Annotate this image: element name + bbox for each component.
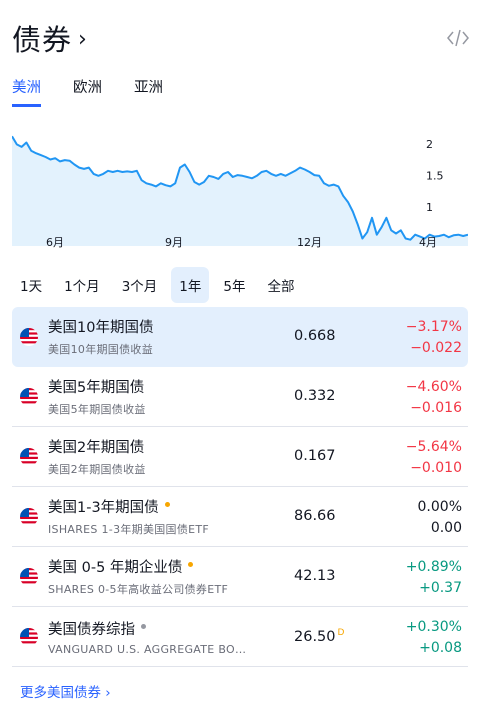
bond-list: 美国10年期国债 美国10年期国债收益 0.668 −3.17% −0.022 … — [12, 307, 468, 667]
bond-value: 0.332 — [294, 388, 336, 404]
us-flag-icon — [20, 387, 38, 406]
bond-row[interactable]: 美国10年期国债 美国10年期国债收益 0.668 −3.17% −0.022 — [12, 307, 468, 367]
change-percent: −5.64% — [405, 439, 462, 455]
change-absolute: +0.37 — [419, 580, 462, 596]
status-dot-icon — [188, 562, 194, 567]
tab-1[interactable]: 欧洲 — [73, 80, 102, 96]
x-tick-label: 4月 — [419, 236, 437, 249]
change-absolute: −0.022 — [410, 340, 462, 356]
bond-names: 美国债券综指 VANGUARD U.S. AGGREGATE BON… — [48, 618, 468, 656]
bond-changes: +0.89% +0.37 — [406, 557, 462, 599]
change-absolute: −0.016 — [410, 400, 462, 416]
chart-area-fill — [12, 136, 468, 246]
region-tabs: 美洲 欧洲 亚洲 — [12, 76, 163, 107]
status-dot-icon — [164, 502, 170, 507]
y-tick-label: 2 — [426, 138, 433, 151]
change-percent: −4.60% — [405, 379, 462, 395]
bond-value: 42.13 — [294, 568, 336, 584]
change-absolute: −0.010 — [410, 460, 462, 476]
change-percent: 0.00% — [417, 499, 462, 515]
delayed-badge: D — [337, 628, 345, 638]
section-header[interactable]: 债券 › — [12, 18, 87, 58]
range-button-1[interactable]: 1个月 — [64, 279, 100, 295]
bond-changes: −3.17% −0.022 — [406, 317, 462, 359]
bond-name: 美国5年期国债 — [48, 380, 145, 396]
bond-name: 美国 0-5 年期企业债 — [48, 556, 468, 577]
tab-0[interactable]: 美洲 — [12, 76, 41, 107]
bond-value: 86.66 — [294, 508, 336, 524]
more-us-bonds-link[interactable]: 更多美国债券 › — [20, 685, 111, 701]
bond-names: 美国1-3年期国债 ISHARES 1-3年期美国国债ETF — [48, 496, 468, 537]
us-flag-icon — [20, 507, 38, 526]
bond-value: 26.50 D — [294, 628, 345, 645]
y-tick-label: 1.5 — [426, 170, 444, 183]
bond-name: 美国10年期国债 — [48, 320, 154, 336]
bond-value: 0.167 — [294, 448, 336, 464]
bond-description: SHARES 0-5年高收益公司债券ETF — [48, 583, 229, 596]
bond-description: 美国2年期国债收益 — [48, 463, 146, 476]
us-flag-icon — [20, 327, 38, 346]
bond-changes: −5.64% −0.010 — [406, 437, 462, 479]
range-button-5[interactable]: 全部 — [267, 279, 295, 295]
bond-changes: +0.30% +0.08 — [406, 617, 462, 659]
code-embed-icon[interactable] — [446, 28, 470, 48]
change-percent: +0.89% — [405, 559, 462, 575]
bond-names: 美国2年期国债 美国2年期国债收益 — [48, 436, 468, 477]
page-title: 债券 — [12, 23, 73, 57]
bond-row[interactable]: 美国2年期国债 美国2年期国债收益 0.167 −5.64% −0.010 — [12, 427, 468, 487]
status-dot-icon — [141, 623, 146, 629]
change-percent: −3.17% — [405, 319, 462, 335]
bond-names: 美国 0-5 年期企业债 SHARES 0-5年高收益公司债券ETF — [48, 556, 468, 597]
bond-description: 美国10年期国债收益 — [48, 343, 153, 356]
bond-row[interactable]: 美国 0-5 年期企业债 SHARES 0-5年高收益公司债券ETF 42.13… — [12, 547, 468, 607]
us-flag-icon — [20, 447, 38, 466]
bond-changes: −4.60% −0.016 — [406, 377, 462, 419]
chart-series-line — [12, 135, 468, 241]
x-tick-label: 12月 — [297, 236, 322, 249]
bond-name: 美国债券综指 — [48, 618, 468, 639]
range-button-3[interactable]: 1年 — [171, 267, 210, 303]
bond-description: 美国5年期国债收益 — [48, 403, 146, 416]
time-range-selector: 1天 1个月 3个月 1年 5年 全部 — [12, 267, 302, 303]
bond-row[interactable]: 美国1-3年期国债 ISHARES 1-3年期美国国债ETF 86.66 0.0… — [12, 487, 468, 547]
bond-value: 0.668 — [294, 328, 336, 344]
x-tick-label: 9月 — [165, 236, 183, 249]
bond-changes: 0.00% 0.00 — [418, 497, 462, 539]
bond-row[interactable]: 美国债券综指 VANGUARD U.S. AGGREGATE BON… 26.5… — [12, 607, 468, 667]
yield-chart: 6月 9月 12月 4月 2 1.5 1 — [12, 135, 468, 249]
y-tick-label: 1 — [426, 201, 433, 214]
bond-description: ISHARES 1-3年期美国国债ETF — [48, 523, 210, 536]
bond-names: 美国10年期国债 美国10年期国债收益 — [48, 316, 468, 357]
range-button-2[interactable]: 3个月 — [121, 279, 158, 295]
bond-description: VANGUARD U.S. AGGREGATE BON… — [48, 642, 248, 656]
bond-names: 美国5年期国债 美国5年期国债收益 — [48, 376, 468, 417]
change-absolute: 0.00 — [430, 520, 462, 536]
chevron-right-icon: › — [78, 26, 87, 52]
tab-2[interactable]: 亚洲 — [134, 80, 163, 96]
us-flag-icon — [20, 567, 38, 586]
x-tick-label: 6月 — [46, 236, 64, 249]
us-flag-icon — [20, 627, 38, 646]
bond-row[interactable]: 美国5年期国债 美国5年期国债收益 0.332 −4.60% −0.016 — [12, 367, 468, 427]
range-button-0[interactable]: 1天 — [20, 279, 43, 295]
change-percent: +0.30% — [405, 619, 462, 635]
bond-name: 美国2年期国债 — [48, 440, 145, 456]
range-button-4[interactable]: 5年 — [223, 279, 246, 295]
bond-name: 美国1-3年期国债 — [48, 496, 468, 517]
change-absolute: +0.08 — [419, 640, 462, 656]
